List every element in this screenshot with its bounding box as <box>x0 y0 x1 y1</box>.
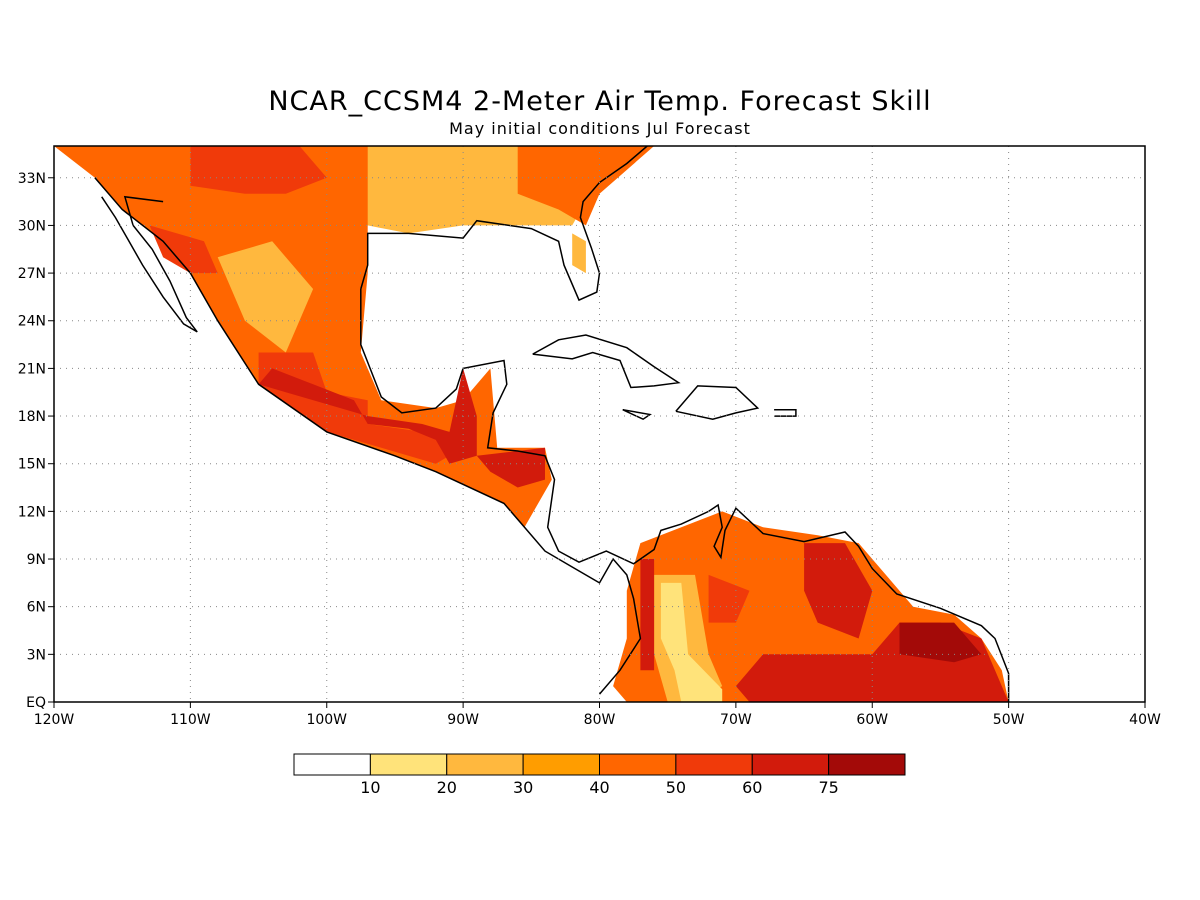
lat-tick-label: 24N <box>18 314 46 330</box>
coastline-3 <box>101 195 198 333</box>
coastline-2 <box>360 289 1010 702</box>
lat-tick-label: 3N <box>27 647 46 663</box>
legend-swatch <box>675 753 753 776</box>
lon-tick-label: 90W <box>447 712 479 728</box>
legend-swatch <box>293 753 371 776</box>
legend-label: 20 <box>437 778 457 797</box>
legend-label: 40 <box>589 778 609 797</box>
lon-tick-label: 50W <box>993 712 1025 728</box>
coastline-0 <box>94 177 642 695</box>
lon-tick-label: 100W <box>306 712 347 728</box>
skill-region-6 <box>149 225 218 274</box>
legend-label: 10 <box>360 778 380 797</box>
skill-region-3 <box>517 146 655 226</box>
coastline-6 <box>622 408 652 421</box>
legend-swatch <box>599 753 677 776</box>
skill-region-4 <box>572 233 586 274</box>
legend-swatch <box>522 753 600 776</box>
lat-tick-label: EQ <box>26 695 46 711</box>
legend-swatch <box>828 753 906 776</box>
coastline-4 <box>532 334 681 389</box>
chart-title: NCAR_CCSM4 2-Meter Air Temp. Forecast Sk… <box>268 86 932 117</box>
legend-label: 75 <box>818 778 838 797</box>
lat-tick-label: 15N <box>18 457 46 473</box>
skill-region-17 <box>899 622 982 663</box>
lon-tick-label: 40W <box>1129 712 1161 728</box>
lon-tick-label: 110W <box>170 712 211 728</box>
chart-subtitle: May initial conditions Jul Forecast <box>449 119 751 138</box>
skill-region-14 <box>708 574 750 623</box>
lat-tick-label: 9N <box>27 552 46 568</box>
lat-tick-label: 27N <box>18 266 46 282</box>
lon-tick-label: 120W <box>34 712 75 728</box>
color-legend: 10 20 30 40 50 60 75 <box>293 753 906 797</box>
coastline-5 <box>675 385 760 420</box>
lat-tick-label: 30N <box>18 218 46 234</box>
legend-swatch <box>369 753 448 776</box>
skill-region-12 <box>660 582 723 702</box>
coastlines <box>94 146 1010 702</box>
lat-tick-label: 33N <box>18 171 46 187</box>
coastline-7 <box>774 408 797 417</box>
lat-tick-label: 21N <box>18 361 46 377</box>
legend-label: 60 <box>742 778 762 797</box>
skill-region-9 <box>476 447 545 488</box>
lat-tick-label: 12N <box>18 504 46 520</box>
skill-region-1 <box>217 241 314 353</box>
lon-tick-label: 70W <box>720 712 752 728</box>
skill-region-13 <box>640 559 655 671</box>
skill-region-7 <box>258 352 464 464</box>
lon-tick-label: 80W <box>584 712 616 728</box>
lon-tick-label: 60W <box>856 712 888 728</box>
lat-tick-label: 18N <box>18 409 46 425</box>
skill-region-5 <box>190 146 327 194</box>
legend-label: 50 <box>666 778 686 797</box>
skill-region-8 <box>258 368 477 464</box>
coastline-1 <box>360 146 648 302</box>
lat-tick-label: 6N <box>27 600 46 616</box>
legend-swatch <box>446 753 524 776</box>
legend-label: 30 <box>513 778 533 797</box>
legend-swatch <box>751 753 830 776</box>
skill-region-15 <box>804 543 873 639</box>
